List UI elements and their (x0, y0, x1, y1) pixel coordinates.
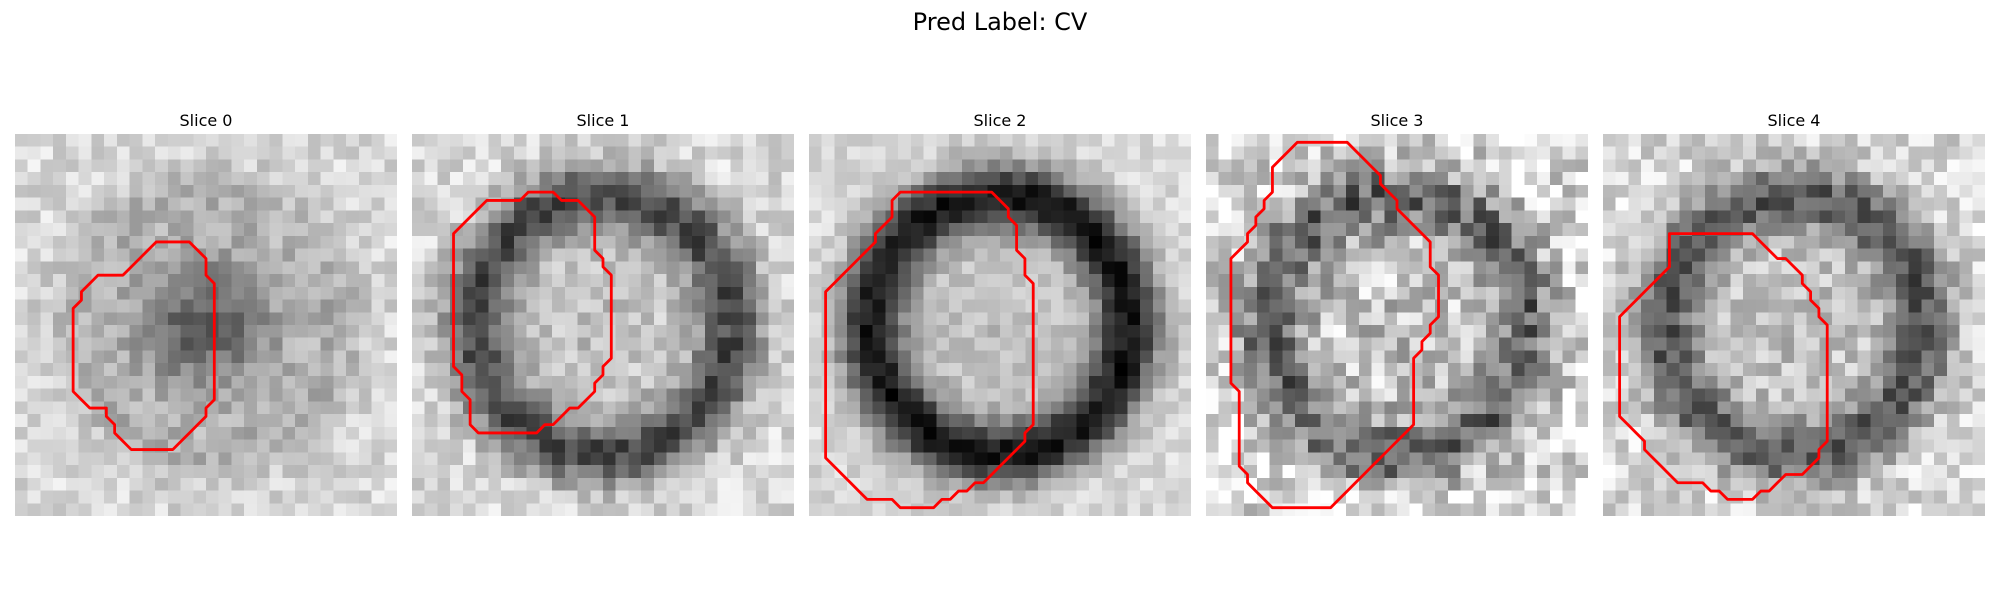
slice-4-panel: Slice 4 (1603, 108, 1985, 516)
slice-pixels (1206, 134, 1588, 516)
slice-3-panel: Slice 3 (1206, 108, 1588, 516)
segmentation-contour (824, 190, 1035, 510)
slice-0-panel: Slice 0 (15, 108, 397, 516)
slice-0-image (15, 134, 397, 516)
figure-title: Pred Label: CV (912, 8, 1088, 36)
segmentation-contour (1618, 232, 1829, 501)
slice-pixels (1603, 134, 1985, 516)
segmentation-contour (71, 240, 216, 451)
slice-2-image (809, 134, 1191, 516)
slice-2-title: Slice 2 (973, 111, 1027, 130)
slice-0-title: Slice 0 (179, 111, 233, 130)
slice-pixels (809, 134, 1191, 516)
slice-3-title: Slice 3 (1370, 111, 1424, 130)
slice-1-panel: Slice 1 (412, 108, 794, 516)
segmentation-contour (452, 190, 613, 435)
slice-pixels (412, 134, 794, 516)
slice-1-image (412, 134, 794, 516)
slice-1-title: Slice 1 (576, 111, 630, 130)
slice-3-image (1206, 134, 1588, 516)
slice-2-panel: Slice 2 (809, 108, 1191, 516)
slice-pixels (15, 134, 397, 516)
segmentation-contour (1229, 140, 1440, 510)
slice-4-title: Slice 4 (1767, 111, 1821, 130)
slice-4-image (1603, 134, 1985, 516)
